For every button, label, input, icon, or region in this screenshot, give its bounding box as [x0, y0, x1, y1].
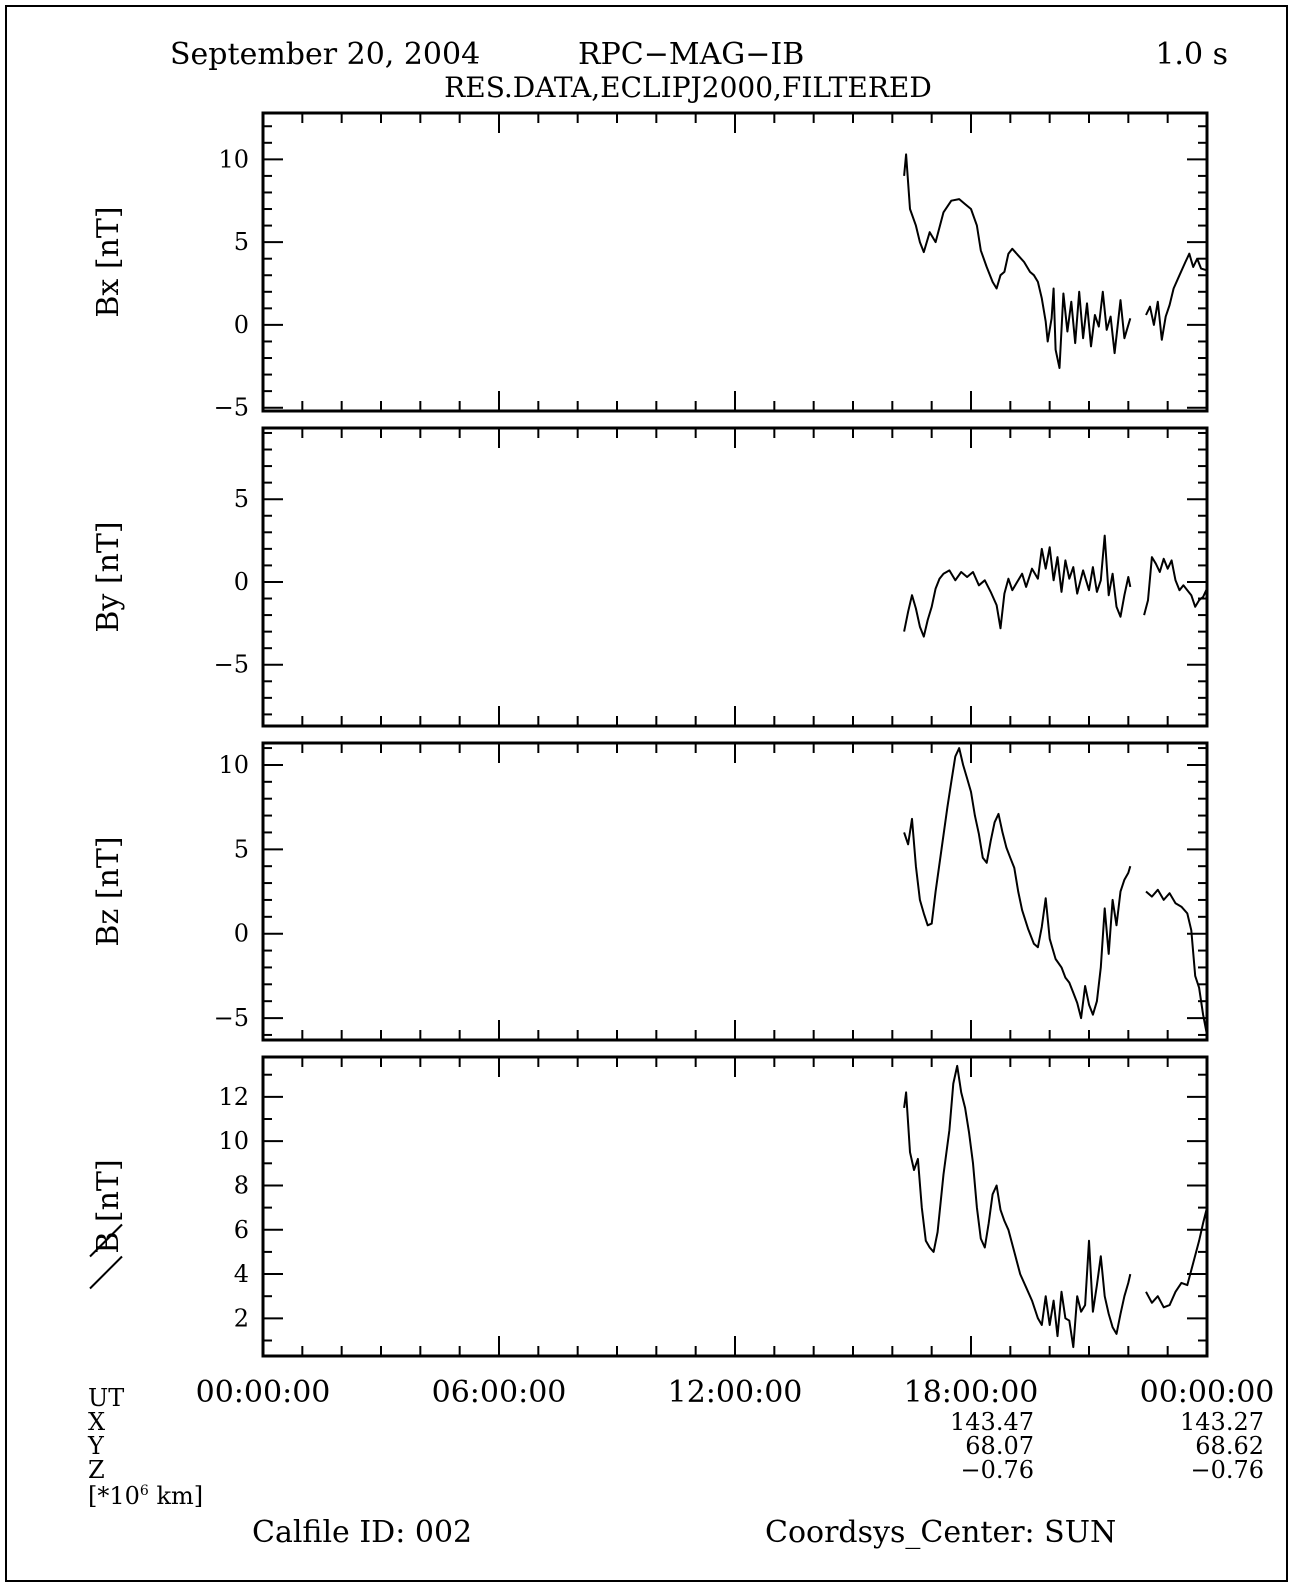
- y-axis-label: By [nT]: [91, 521, 126, 632]
- y-tick-label: 0: [234, 568, 249, 596]
- coordsys-center: Coordsys_Center: SUN: [765, 1515, 1116, 1550]
- pos-x-18h: 143.47: [950, 1408, 1034, 1436]
- y-tick-label: 10: [218, 1127, 249, 1155]
- y-tick-label: 5: [234, 485, 249, 513]
- y-tick-label: 0: [234, 311, 249, 339]
- y-tick-label: 5: [234, 835, 249, 863]
- panel-1: −5 0 5 By [nT]: [91, 426, 1209, 728]
- x-tick-label: 00:00:00: [1140, 1375, 1275, 1410]
- series-trace-0: [903, 1064, 1132, 1349]
- y-tick-label: 2: [234, 1304, 249, 1332]
- y-tick-label: 10: [218, 145, 249, 173]
- y-tick-label: −5: [214, 1004, 249, 1032]
- row-label-y: Y: [87, 1432, 105, 1460]
- x-tick-label: 06:00:00: [432, 1375, 567, 1410]
- title-date: September 20, 2004: [170, 37, 480, 72]
- y-tick-label: 4: [234, 1260, 249, 1288]
- pos-y-24h: 68.62: [1195, 1432, 1264, 1460]
- pos-z-24h: −0.76: [1190, 1456, 1264, 1484]
- y-tick-label: 0: [234, 920, 249, 948]
- y-tick-label: 5: [234, 228, 249, 256]
- row-label-ut: UT: [88, 1384, 124, 1412]
- title-instrument: RPC−MAG−IB: [578, 37, 804, 72]
- panel-frame: [261, 741, 1209, 1042]
- panel-frame: [261, 111, 1209, 413]
- panel-frame: [261, 1055, 1209, 1358]
- calfile-id: Calfile ID: 002: [252, 1515, 472, 1550]
- x-tick-label: 00:00:00: [196, 1375, 331, 1410]
- row-label-z: Z: [88, 1456, 105, 1484]
- panel-frame: [261, 426, 1209, 728]
- y-axis-label: Bz [nT]: [91, 836, 126, 946]
- magnitude-bar-right: [89, 1223, 123, 1258]
- magnitude-bar-left: [89, 1255, 123, 1290]
- row-label-x: X: [88, 1408, 105, 1436]
- y-tick-label: 8: [234, 1171, 249, 1199]
- x-tick-labels: 00:00:00 06:00:00 12:00:00 18:00:00 00:00:00: [196, 1375, 1275, 1410]
- y-axis-label: B [nT]: [91, 1159, 126, 1253]
- y-tick-label: −5: [214, 394, 249, 422]
- pos-z-18h: −0.76: [960, 1456, 1034, 1484]
- pos-y-18h: 68.07: [965, 1432, 1034, 1460]
- panels-group: −5 0 5 10 Bx [nT] −5 0 5 By [nT] −5 0 5 10 Bz [nT] 2 4 6…: [89, 111, 1209, 1358]
- y-tick-label: 6: [234, 1216, 249, 1244]
- y-tick-label: 10: [218, 751, 249, 779]
- series-trace-1: [1145, 888, 1208, 1036]
- series-trace-1: [1145, 252, 1208, 341]
- series-trace-1: [1143, 556, 1208, 616]
- y-tick-label: −5: [214, 651, 249, 679]
- panel-0: −5 0 5 10 Bx [nT]: [91, 111, 1209, 422]
- panel-3: 2 4 6 8 10 12 B [nT]: [89, 1055, 1209, 1358]
- series-trace-0: [903, 534, 1132, 638]
- y-tick-label: 12: [218, 1083, 249, 1111]
- series-trace-0: [903, 747, 1132, 1020]
- series-trace-1: [1145, 1207, 1208, 1309]
- figure-border: [5, 5, 1288, 1582]
- panel-2: −5 0 5 10 Bz [nT]: [91, 741, 1209, 1042]
- subtitle: RES.DATA,ECLIPJ2000,FILTERED: [444, 71, 932, 104]
- title-resolution: 1.0 s: [1155, 37, 1228, 72]
- x-tick-label: 12:00:00: [668, 1375, 803, 1410]
- position-unit: [*106 km]: [88, 1482, 203, 1510]
- x-tick-label: 18:00:00: [904, 1375, 1039, 1410]
- y-axis-label: Bx [nT]: [91, 206, 126, 317]
- pos-x-24h: 143.27: [1180, 1408, 1264, 1436]
- series-trace-0: [903, 153, 1132, 369]
